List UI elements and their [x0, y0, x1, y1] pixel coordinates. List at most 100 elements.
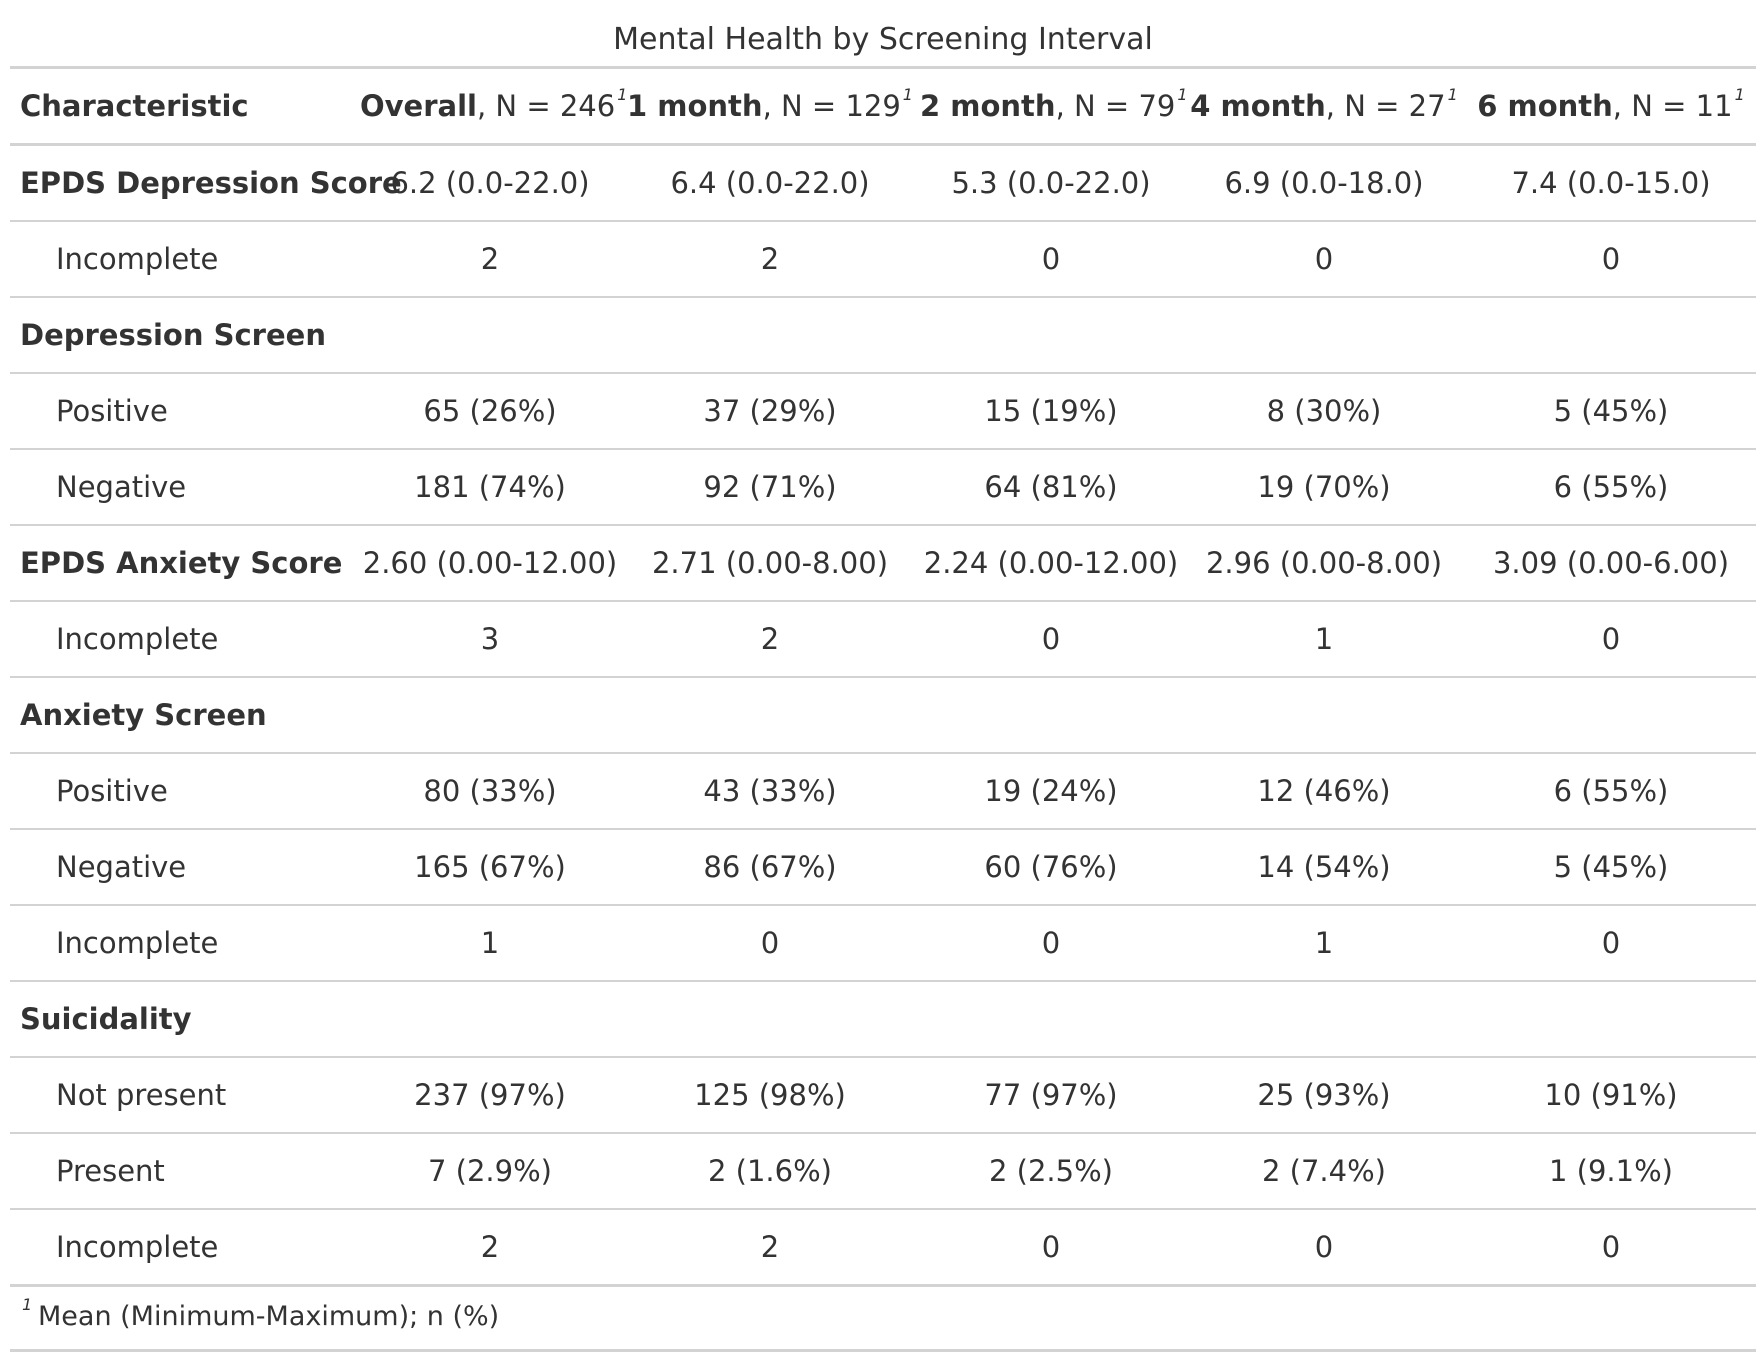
- table-row: Negative 165 (67%) 86 (67%) 60 (76%) 14 …: [10, 829, 1756, 906]
- header-col-n: , N = 246: [476, 89, 616, 123]
- table-header: Characteristic Overall, N = 246 1 1 month…: [10, 67, 1756, 146]
- row-label: Positive: [10, 753, 360, 830]
- footnote-mark: 1: [902, 85, 913, 104]
- cell-overall: 2: [360, 221, 620, 298]
- cell-6-month: 10 (91%): [1466, 1057, 1756, 1134]
- cell-1-month: 86 (67%): [620, 829, 920, 906]
- summary-table: Characteristic Overall, N = 246 1 1 month…: [10, 66, 1756, 1287]
- cell-1-month: 2: [620, 221, 920, 298]
- cell-4-month: [1182, 297, 1466, 374]
- cell-1-month: [620, 297, 920, 374]
- cell-2-month: 15 (19%): [920, 373, 1182, 450]
- cell-2-month: 2 (2.5%): [920, 1133, 1182, 1210]
- table-footnote: 1 Mean (Minimum-Maximum); n (%): [10, 1287, 1756, 1352]
- cell-4-month: [1182, 677, 1466, 754]
- cell-4-month: 1: [1182, 601, 1466, 678]
- cell-2-month: 0: [920, 1209, 1182, 1287]
- header-6-month: 6 month, N = 11 1: [1466, 67, 1756, 146]
- footnote-mark: 1: [1177, 85, 1188, 104]
- cell-2-month: 19 (24%): [920, 753, 1182, 830]
- cell-4-month: 0: [1182, 221, 1466, 298]
- header-col-n: , N = 27: [1325, 89, 1446, 123]
- cell-1-month: 37 (29%): [620, 373, 920, 450]
- header-col-label: 6 month: [1477, 89, 1613, 123]
- table-row: Incomplete 2 2 0 0 0: [10, 1209, 1756, 1287]
- cell-6-month: 3.09 (0.00-6.00): [1466, 525, 1756, 602]
- row-label: EPDS Depression Score: [10, 144, 402, 222]
- row-label: Present: [10, 1133, 360, 1210]
- cell-2-month: 0: [920, 601, 1182, 678]
- cell-2-month: [920, 981, 1182, 1058]
- row-label: Negative: [10, 829, 360, 906]
- cell-1-month: [620, 677, 920, 754]
- cell-4-month: 8 (30%): [1182, 373, 1466, 450]
- cell-4-month: [1182, 981, 1466, 1058]
- cell-1-month: 2: [620, 601, 920, 678]
- header-col-n: , N = 79: [1055, 89, 1176, 123]
- cell-6-month: 5 (45%): [1466, 829, 1756, 906]
- table-row: Positive 65 (26%) 37 (29%) 15 (19%) 8 (3…: [10, 373, 1756, 450]
- cell-overall: 3: [360, 601, 620, 678]
- header-overall: Overall, N = 246 1: [360, 67, 627, 146]
- cell-6-month: [1466, 677, 1756, 754]
- row-label: Incomplete: [10, 221, 360, 298]
- header-characteristic: Characteristic: [10, 67, 360, 146]
- table-row: EPDS Depression Score 6.2 (0.0-22.0) 6.4…: [10, 144, 1756, 222]
- row-label: EPDS Anxiety Score: [10, 525, 360, 602]
- cell-6-month: 0: [1466, 221, 1756, 298]
- header-col-label: 2 month: [920, 89, 1056, 123]
- cell-4-month: 25 (93%): [1182, 1057, 1466, 1134]
- cell-2-month: 5.3 (0.0-22.0): [920, 144, 1182, 222]
- footnote-mark: 1: [1734, 85, 1745, 104]
- row-label: Depression Screen: [10, 297, 360, 374]
- row-label: Incomplete: [10, 1209, 360, 1287]
- table-row: Not present 237 (97%) 125 (98%) 77 (97%)…: [10, 1057, 1756, 1134]
- cell-1-month: 125 (98%): [620, 1057, 920, 1134]
- cell-overall: 2: [360, 1209, 620, 1287]
- table-row: Suicidality: [10, 981, 1756, 1058]
- cell-4-month: 1: [1182, 905, 1466, 982]
- cell-overall: [360, 297, 620, 374]
- cell-overall: 7 (2.9%): [360, 1133, 620, 1210]
- header-col-n: , N = 129: [762, 89, 901, 123]
- row-label: Incomplete: [10, 601, 360, 678]
- cell-4-month: 0: [1182, 1209, 1466, 1287]
- table-row: Present 7 (2.9%) 2 (1.6%) 2 (2.5%) 2 (7.…: [10, 1133, 1756, 1210]
- cell-overall: 165 (67%): [360, 829, 620, 906]
- cell-4-month: 19 (70%): [1182, 449, 1466, 526]
- table-row: Incomplete 1 0 0 1 0: [10, 905, 1756, 982]
- cell-overall: 181 (74%): [360, 449, 620, 526]
- cell-2-month: 0: [920, 221, 1182, 298]
- cell-2-month: 77 (97%): [920, 1057, 1182, 1134]
- header-col-label: Overall: [360, 89, 477, 123]
- footnote-text: Mean (Minimum-Maximum); n (%): [38, 1301, 500, 1332]
- cell-2-month: 60 (76%): [920, 829, 1182, 906]
- cell-overall: 80 (33%): [360, 753, 620, 830]
- row-label: Incomplete: [10, 905, 360, 982]
- header-2-month: 2 month, N = 79 1: [920, 67, 1188, 146]
- footnote-mark: 1: [22, 1295, 33, 1314]
- footnote-mark: 1: [617, 85, 628, 104]
- header-4-month: 4 month, N = 27 1: [1182, 67, 1466, 146]
- header-col-n: , N = 11: [1612, 89, 1733, 123]
- cell-6-month: [1466, 981, 1756, 1058]
- cell-2-month: 64 (81%): [920, 449, 1182, 526]
- cell-1-month: [620, 981, 920, 1058]
- cell-overall: [360, 677, 620, 754]
- cell-overall: [360, 981, 620, 1058]
- table-row: Depression Screen: [10, 297, 1756, 374]
- cell-overall: 237 (97%): [360, 1057, 620, 1134]
- header-row: Characteristic Overall, N = 246 1 1 month…: [10, 67, 1756, 146]
- cell-2-month: [920, 677, 1182, 754]
- header-1-month: 1 month, N = 129 1: [620, 67, 920, 146]
- cell-4-month: 6.9 (0.0-18.0): [1182, 144, 1466, 222]
- row-label: Suicidality: [10, 981, 360, 1058]
- table-row: Incomplete 2 2 0 0 0: [10, 221, 1756, 298]
- cell-6-month: 0: [1466, 601, 1756, 678]
- row-label: Positive: [10, 373, 360, 450]
- table-title: Mental Health by Screening Interval: [613, 22, 1153, 57]
- cell-4-month: 2.96 (0.00-8.00): [1182, 525, 1466, 602]
- cell-1-month: 43 (33%): [620, 753, 920, 830]
- table-body: EPDS Depression Score 6.2 (0.0-22.0) 6.4…: [10, 144, 1756, 1287]
- cell-2-month: [920, 297, 1182, 374]
